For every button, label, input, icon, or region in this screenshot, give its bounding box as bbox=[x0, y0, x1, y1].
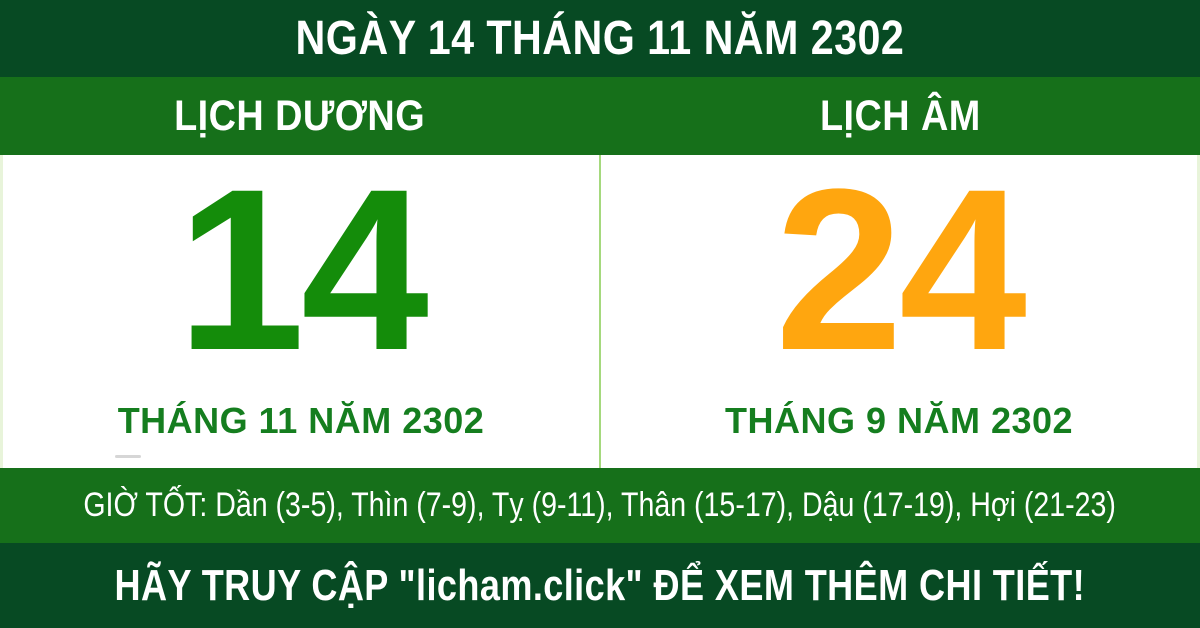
good-hours-bar: GIỜ TỐT: Dần (3-5), Thìn (7-9), Tỵ (9-11… bbox=[0, 468, 1200, 543]
lunar-label-cell: LỊCH ÂM bbox=[600, 77, 1200, 155]
good-hours-text: GIỜ TỐT: Dần (3-5), Thìn (7-9), Tỵ (9-11… bbox=[83, 486, 1117, 524]
page-title: NGÀY 14 THÁNG 11 NĂM 2302 bbox=[295, 12, 905, 65]
footer-bar: HÃY TRUY CẬP "licham.click" ĐỂ XEM THÊM … bbox=[0, 543, 1200, 628]
lunar-calendar-label: LỊCH ÂM bbox=[819, 91, 981, 140]
solar-label-cell: LỊCH DƯƠNG bbox=[0, 77, 600, 155]
solar-day-number: 14 bbox=[177, 141, 429, 398]
column-divider bbox=[599, 155, 601, 468]
lunar-day-number: 24 bbox=[775, 141, 1027, 398]
lunar-month-year: THÁNG 9 NĂM 2302 bbox=[724, 400, 1074, 441]
solar-calendar-label: LỊCH DƯƠNG bbox=[174, 91, 426, 140]
solar-panel: 14 THÁNG 11 NĂM 2302 bbox=[3, 155, 599, 468]
solar-month-year: THÁNG 11 NĂM 2302 bbox=[117, 400, 485, 441]
lunar-panel: 24 THÁNG 9 NĂM 2302 bbox=[601, 155, 1197, 468]
date-header-bar: NGÀY 14 THÁNG 11 NĂM 2302 bbox=[0, 0, 1200, 77]
calendar-body: 14 THÁNG 11 NĂM 2302 24 THÁNG 9 NĂM 2302 bbox=[0, 155, 1200, 468]
footer-cta-text: HÃY TRUY CẬP "licham.click" ĐỂ XEM THÊM … bbox=[114, 560, 1086, 610]
smudge-mark bbox=[115, 455, 141, 458]
calendar-type-band: LỊCH DƯƠNG LỊCH ÂM bbox=[0, 77, 1200, 155]
